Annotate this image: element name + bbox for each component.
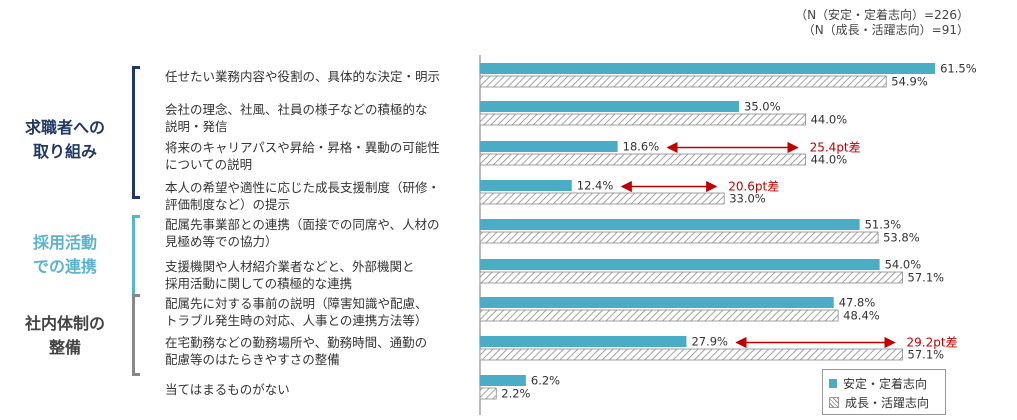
data-label-s2-c2: 44.0% — [811, 113, 848, 127]
category-label-9-line-1: 当てはまるものがない — [165, 382, 290, 397]
bar-s2-c6 — [479, 271, 903, 284]
difference-label-2: 20.6pt差 — [728, 180, 779, 194]
data-label-s1-c2: 35.0% — [744, 100, 781, 114]
legend-label-series1: 安定・定着志向 — [843, 377, 928, 391]
group-label-2: 採用活動 での連携 — [2, 231, 128, 279]
bar-s2-c1 — [479, 75, 887, 88]
group-bracket-1 — [132, 66, 140, 199]
category-label-7: 配属先に対する事前の説明（障害知識や配慮、 トラブル発生時の対応、人事との連携方… — [165, 295, 475, 329]
difference-label-1: 25.4pt差 — [810, 141, 861, 155]
category-label-7-line-1: 配属先に対する事前の説明（障害知識や配慮、 — [165, 296, 428, 311]
bar-s2-c4 — [479, 192, 725, 205]
data-label-s1-c5: 51.3% — [865, 218, 902, 232]
data-label-s2-c8: 57.1% — [908, 348, 945, 362]
data-label-s1-c9: 6.2% — [531, 374, 560, 388]
sample-size-note-2: （N（成長・活躍志向）=91） — [802, 23, 969, 37]
category-label-8-line-1: 在宅勤務などの勤務場所や、勤務時間、通勤の — [165, 335, 428, 350]
legend-label-series2: 成長・活躍志向 — [845, 396, 930, 410]
data-label-s1-c6: 54.0% — [885, 258, 922, 272]
bar-s2-c7 — [479, 309, 839, 322]
category-label-2-line-1: 会社の理念、社風、社員の様子などの積極的な — [165, 102, 428, 117]
group-label-1-line-2: 取り組み — [32, 142, 97, 161]
bar-s1-c9 — [480, 375, 526, 386]
legend-item-series2: 成長・活躍志向 — [829, 394, 929, 411]
group-label-1: 求職者への 取り組み — [2, 116, 128, 164]
bar-s2-c2 — [479, 113, 807, 126]
group-label-3: 社内体制の 整備 — [2, 312, 128, 360]
sample-size-note-1: （N（安定・定着志向）=226） — [795, 8, 969, 22]
data-label-s2-c7: 48.4% — [843, 309, 880, 323]
category-label-8-line-2: 配慮等のはたらきやすさの整備 — [165, 352, 340, 367]
data-label-s1-c3: 18.6% — [623, 140, 660, 154]
bar-s2-c8 — [479, 348, 903, 361]
category-label-9: 当てはまるものがない — [165, 381, 475, 398]
group-label-2-line-2: での連携 — [32, 257, 97, 276]
data-label-s2-c3: 44.0% — [811, 153, 848, 167]
bar-s1-c3 — [480, 141, 618, 152]
legend-swatch-hatched — [829, 397, 839, 408]
difference-label-3: 29.2pt差 — [907, 336, 958, 350]
bar-s1-c7 — [480, 297, 834, 308]
data-label-s2-c9: 2.2% — [501, 387, 530, 401]
category-label-5: 配属先事業部との連携（面接での同席や、人材の 見極め等での協力） — [165, 216, 475, 250]
category-label-4-line-2: 評価制度など）の提示 — [165, 197, 291, 212]
bar-s2-c9 — [479, 387, 497, 400]
bar-s1-c8 — [480, 336, 687, 347]
data-label-s1-c8: 27.9% — [691, 335, 728, 349]
category-label-2: 会社の理念、社風、社員の様子などの積極的な 説明・発信 — [165, 101, 475, 135]
category-label-4: 本人の希望や適性に応じた成長支援制度（研修・ 評価制度など）の提示 — [165, 179, 475, 213]
data-label-s1-c4: 12.4% — [577, 179, 614, 193]
data-label-s2-c5: 53.8% — [883, 231, 920, 245]
legend-item-series1: 安定・定着志向 — [829, 375, 927, 392]
category-label-1-line-1: 任せたい業務内容や役割の、具体的な決定・明示 — [165, 69, 441, 84]
legend-swatch-solid — [829, 379, 837, 388]
group-bracket-3 — [132, 294, 140, 376]
category-label-3: 将来のキャリアパスや昇給・昇格・異動の可能性 についての説明 — [165, 139, 475, 173]
category-label-5-line-2: 見極め等での協力） — [165, 234, 278, 249]
legend: 安定・定着志向 成長・活躍志向 — [822, 369, 946, 415]
category-label-1: 任せたい業務内容や役割の、具体的な決定・明示 — [165, 68, 475, 85]
bar-s2-c5 — [479, 231, 879, 244]
category-label-6: 支援機関や人材紹介業者などと、外部機関と 採用活動に関しての積極的な連携 — [165, 258, 475, 292]
category-label-7-line-2: トラブル発生時の対応、人事との連携方法等） — [165, 313, 428, 328]
group-label-2-line-1: 採用活動 — [32, 233, 97, 252]
category-label-6-line-1: 支援機関や人材紹介業者などと、外部機関と — [165, 259, 415, 274]
data-label-s2-c4: 33.0% — [729, 192, 766, 206]
data-label-s1-c1: 61.5% — [940, 62, 977, 76]
data-label-s1-c7: 47.8% — [839, 296, 876, 310]
bar-s1-c6 — [480, 259, 880, 270]
data-label-s2-c6: 57.1% — [908, 271, 945, 285]
category-label-8: 在宅勤務などの勤務場所や、勤務時間、通勤の 配慮等のはたらきやすさの整備 — [165, 334, 475, 368]
group-label-1-line-1: 求職者への — [24, 118, 105, 137]
category-label-5-line-1: 配属先事業部との連携（面接での同席や、人材の — [165, 217, 440, 232]
category-label-3-line-1: 将来のキャリアパスや昇給・昇格・異動の可能性 — [165, 140, 440, 155]
data-label-s2-c1: 54.9% — [891, 75, 928, 89]
category-label-4-line-1: 本人の希望や適性に応じた成長支援制度（研修・ — [165, 180, 441, 195]
bar-s1-c5 — [480, 219, 860, 230]
bar-s1-c1 — [480, 63, 936, 74]
category-label-3-line-2: についての説明 — [165, 157, 253, 172]
bar-s1-c4 — [480, 180, 572, 191]
bar-s2-c3 — [479, 153, 807, 166]
category-label-2-line-2: 説明・発信 — [165, 119, 228, 134]
group-label-3-line-2: 整備 — [48, 338, 81, 357]
category-label-6-line-2: 採用活動に関しての積極的な連携 — [165, 276, 353, 291]
bar-s1-c2 — [480, 101, 739, 112]
group-label-3-line-1: 社内体制の — [24, 314, 105, 333]
